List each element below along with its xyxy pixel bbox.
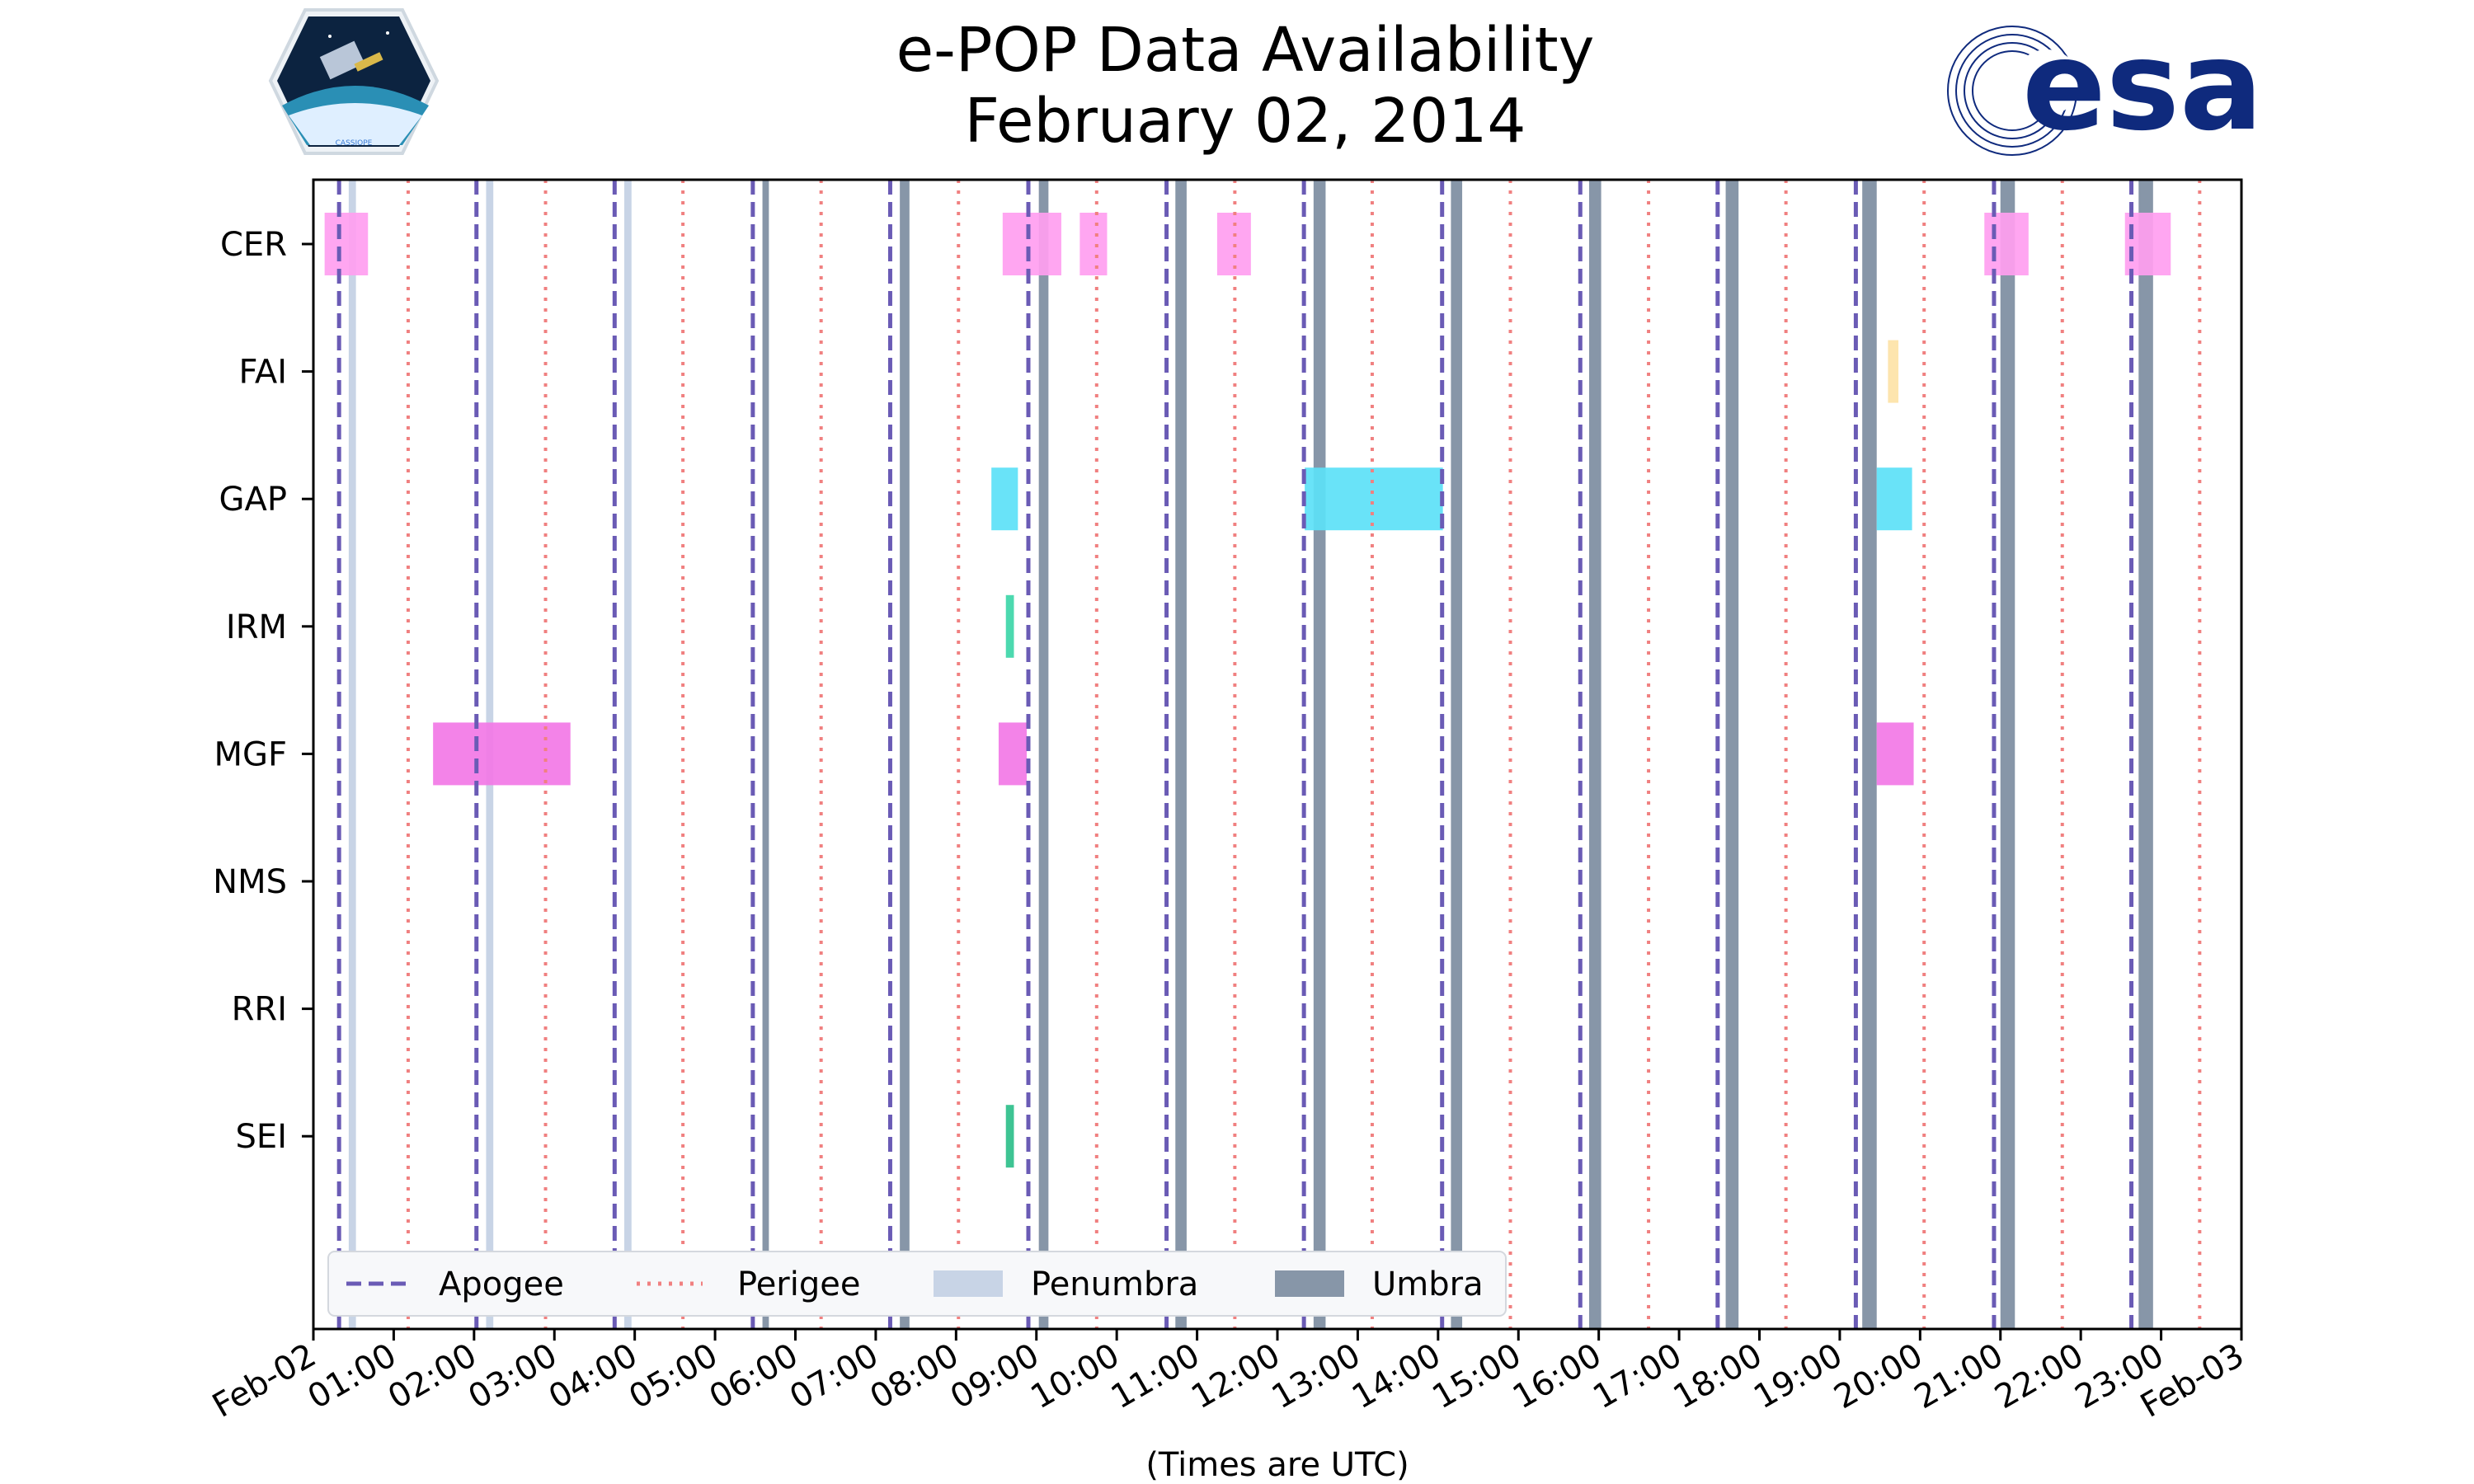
umbra-band bbox=[1451, 180, 1463, 1329]
legend-apogee-label: Apogee bbox=[439, 1266, 564, 1303]
x-axis-label: (Times are UTC) bbox=[1145, 1446, 1409, 1484]
y-axis: CER FAI GAP IRM MGF NMS RRI SEI bbox=[213, 226, 313, 1156]
segment-mgf bbox=[433, 722, 571, 786]
x-tick-label: 10:00 bbox=[1024, 1336, 1126, 1416]
x-tick-label: 13:00 bbox=[1266, 1336, 1367, 1416]
umbra-band bbox=[1313, 180, 1326, 1329]
y-tick-label-sei: SEI bbox=[236, 1118, 287, 1156]
umbra-band bbox=[1175, 180, 1187, 1329]
legend-box bbox=[327, 1251, 1507, 1317]
legend-umbra-icon bbox=[1275, 1270, 1344, 1297]
segment-mgf bbox=[998, 722, 1028, 786]
x-tick-label: 14:00 bbox=[1346, 1336, 1447, 1416]
segment-cer bbox=[1984, 213, 2029, 275]
umbra-band bbox=[762, 180, 769, 1329]
x-tick-label: 06:00 bbox=[703, 1336, 805, 1416]
legend-perigee-label: Perigee bbox=[737, 1266, 860, 1303]
x-tick-label: 12:00 bbox=[1185, 1336, 1286, 1416]
y-tick-label-gap: GAP bbox=[219, 481, 287, 519]
cassiope-logo-caption: CASSIOPE bbox=[336, 139, 373, 148]
x-tick-label: 20:00 bbox=[1827, 1336, 1929, 1416]
chart-title-line2: February 02, 2014 bbox=[965, 86, 1526, 157]
x-tick-label: 11:00 bbox=[1105, 1336, 1206, 1416]
segment-fai bbox=[1888, 340, 1899, 403]
x-tick-label: 08:00 bbox=[863, 1336, 965, 1416]
y-tick-label-irm: IRM bbox=[226, 608, 287, 646]
segment-cer bbox=[324, 213, 369, 275]
x-tick-label: 17:00 bbox=[1587, 1336, 1688, 1416]
x-tick-label: 22:00 bbox=[1988, 1336, 2090, 1416]
legend-penumbra-icon bbox=[934, 1270, 1003, 1297]
x-tick-label: 21:00 bbox=[1908, 1336, 2010, 1416]
umbra-band bbox=[1038, 180, 1049, 1329]
x-tick-label: 01:00 bbox=[302, 1336, 403, 1416]
data-segments bbox=[324, 213, 2171, 1168]
umbra-band bbox=[2000, 180, 2015, 1329]
x-tick-label: 05:00 bbox=[623, 1336, 724, 1416]
orbit-lines bbox=[336, 180, 2202, 1329]
x-tick-label: 16:00 bbox=[1507, 1336, 1608, 1416]
esa-logo: esa bbox=[1947, 15, 2263, 158]
segment-gap bbox=[991, 467, 1018, 531]
segment-mgf bbox=[1876, 722, 1914, 786]
x-tick-label: 15:00 bbox=[1426, 1336, 1527, 1416]
y-tick-label-mgf: MGF bbox=[214, 735, 287, 773]
segment-irm bbox=[1005, 594, 1014, 658]
x-tick-label: 04:00 bbox=[543, 1336, 644, 1416]
segment-cer bbox=[1079, 213, 1108, 275]
x-tick-label: 18:00 bbox=[1667, 1336, 1769, 1416]
segment-sei bbox=[1005, 1105, 1014, 1168]
esa-swirl-icon bbox=[1947, 26, 2077, 156]
umbra-band bbox=[1725, 180, 1739, 1329]
x-tick-label: 07:00 bbox=[783, 1336, 885, 1416]
x-tick-label: 03:00 bbox=[462, 1336, 563, 1416]
cassiope-logo: CASSIOPE bbox=[268, 8, 440, 155]
segment-cer bbox=[2124, 213, 2171, 275]
legend-umbra-label: Umbra bbox=[1372, 1266, 1484, 1303]
legend: Apogee Perigee Penumbra Umbra bbox=[327, 1251, 1507, 1317]
segment-cer bbox=[1002, 213, 1061, 275]
penumbra-band bbox=[348, 180, 356, 1329]
y-tick-label-nms: NMS bbox=[213, 863, 287, 901]
umbra-band bbox=[1862, 180, 1877, 1329]
y-tick-label-fai: FAI bbox=[239, 354, 288, 392]
y-tick-label-rri: RRI bbox=[232, 991, 287, 1029]
esa-logo-text: esa bbox=[2022, 15, 2263, 158]
x-axis: Feb-0201:0002:0003:0004:0005:0006:0007:0… bbox=[206, 1329, 2251, 1425]
y-tick-label-cer: CER bbox=[220, 226, 287, 264]
umbra-band bbox=[1588, 180, 1602, 1329]
chart-title-line1: e-POP Data Availability bbox=[896, 15, 1595, 86]
segment-gap bbox=[1876, 467, 1912, 531]
plot-frame bbox=[312, 178, 2243, 1331]
umbra-band bbox=[900, 180, 910, 1329]
segment-gap bbox=[1305, 467, 1443, 531]
x-tick-label: 19:00 bbox=[1747, 1336, 1849, 1416]
x-tick-label: 09:00 bbox=[944, 1336, 1046, 1416]
umbra-band bbox=[2138, 180, 2153, 1329]
penumbra-band bbox=[624, 180, 632, 1329]
legend-penumbra-label: Penumbra bbox=[1031, 1266, 1198, 1303]
x-tick-label: Feb-02 bbox=[206, 1336, 322, 1425]
x-tick-label: 02:00 bbox=[382, 1336, 483, 1416]
